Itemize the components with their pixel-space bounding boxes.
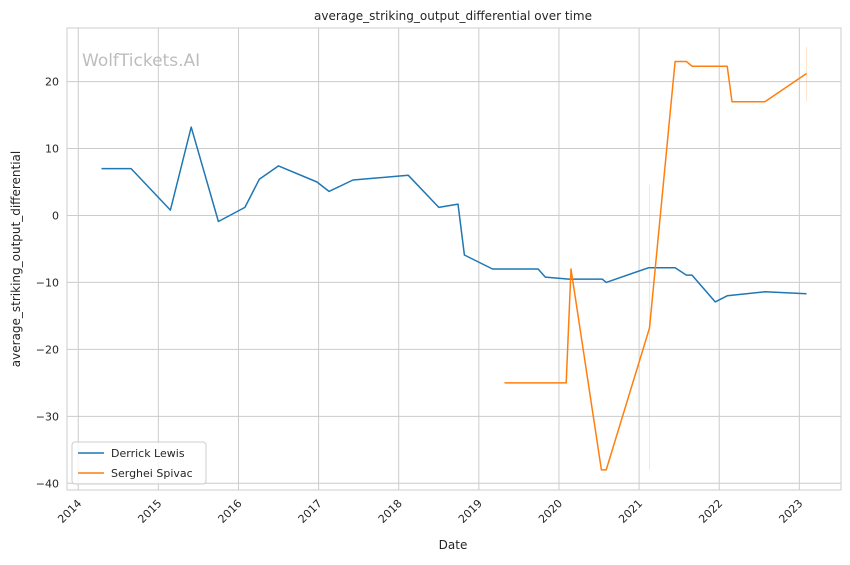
- x-tick-label: 2020: [536, 497, 565, 526]
- x-tick-label: 2015: [135, 497, 164, 526]
- watermark: WolfTickets.AI: [82, 51, 200, 71]
- x-tick-label: 2022: [696, 497, 725, 526]
- x-tick-label: 2021: [616, 497, 645, 526]
- y-tick-label: −20: [36, 343, 59, 356]
- y-tick-label: 20: [45, 76, 59, 89]
- legend-label-derrick-lewis: Derrick Lewis: [111, 447, 185, 460]
- x-axis-label: Date: [439, 538, 468, 552]
- y-tick-label: −40: [36, 477, 59, 490]
- x-ticks: 2014 2015 2016 2017 2018 2019 2020 2021 2022 2023: [55, 497, 805, 526]
- legend-label-serghei-spivac: Serghei Spivac: [111, 467, 193, 480]
- x-tick-label: 2018: [376, 497, 405, 526]
- y-tick-label: −10: [36, 276, 59, 289]
- x-tick-label: 2016: [216, 497, 245, 526]
- y-tick-label: 0: [52, 209, 59, 222]
- y-tick-label: −30: [36, 410, 59, 423]
- chart-title: average_striking_output_differential ove…: [314, 9, 592, 23]
- legend: Derrick Lewis Serghei Spivac: [72, 442, 206, 484]
- y-axis-label: average_striking_output_differential: [9, 151, 23, 367]
- x-tick-label: 2023: [776, 497, 805, 526]
- y-ticks: −40 −30 −20 −10 0 10 20: [36, 76, 59, 491]
- x-tick-label: 2014: [55, 497, 84, 526]
- x-tick-label: 2019: [456, 497, 485, 526]
- x-tick-label: 2017: [296, 497, 325, 526]
- plot-area: [67, 28, 841, 490]
- y-tick-label: 10: [45, 143, 59, 156]
